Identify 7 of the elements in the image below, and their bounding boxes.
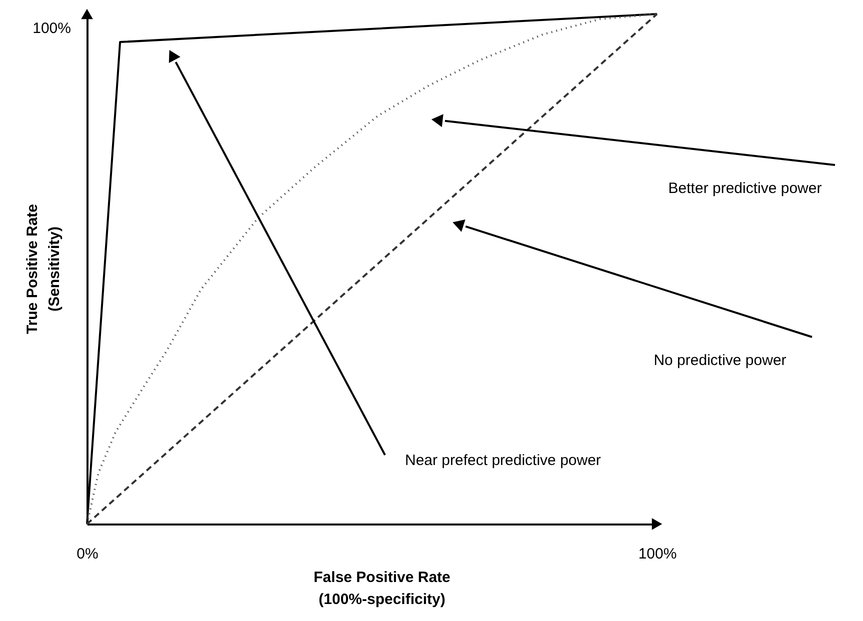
text: 100% <box>32 20 71 37</box>
x-tick-label: 0% <box>76 546 98 562</box>
y-axis-title: True Positive Rate (Sensitivity) <box>24 204 63 334</box>
x-axis-title: False Positive Rate (100%-specificity) <box>314 569 450 608</box>
annotation: No predictive power <box>654 352 786 369</box>
text: Better predictive power <box>668 180 822 197</box>
annotation: Near prefect predictive power <box>405 452 601 469</box>
